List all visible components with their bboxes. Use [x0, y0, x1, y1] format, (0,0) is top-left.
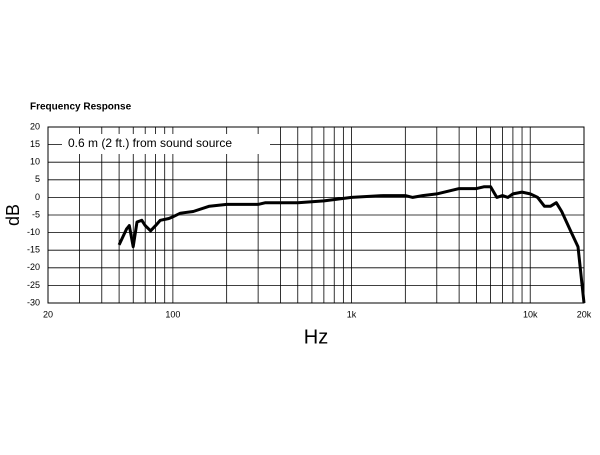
chart-title: Frequency Response [30, 102, 132, 113]
x-tick-label: 10k [523, 309, 538, 319]
annotation-box [62, 134, 270, 154]
y-tick-label: -25 [27, 280, 40, 290]
y-tick-label: 0 [35, 192, 40, 202]
y-axis-title: dB [3, 204, 23, 226]
plot-frame [47, 126, 585, 304]
y-tick-label: -15 [27, 245, 40, 255]
x-tick-label: 100 [165, 309, 180, 319]
x-tick-label: 20 [43, 309, 53, 319]
y-tick-label: 5 [35, 174, 40, 184]
annotation: 0.6 m (2 ft.) from sound source [68, 136, 232, 150]
y-tick-label: -10 [27, 227, 40, 237]
y-tick-label: -5 [32, 209, 40, 219]
y-tick-label: 20 [30, 121, 40, 131]
x-tick-label: 20k [577, 309, 592, 319]
x-tick-label: 1k [347, 309, 357, 319]
response-line [117, 185, 586, 304]
x-axis-title: Hz [304, 326, 328, 348]
y-tick-label: 15 [30, 139, 40, 149]
y-tick-label: 10 [30, 157, 40, 167]
y-tick-label: -20 [27, 262, 40, 272]
y-tick-label: -30 [27, 297, 40, 307]
